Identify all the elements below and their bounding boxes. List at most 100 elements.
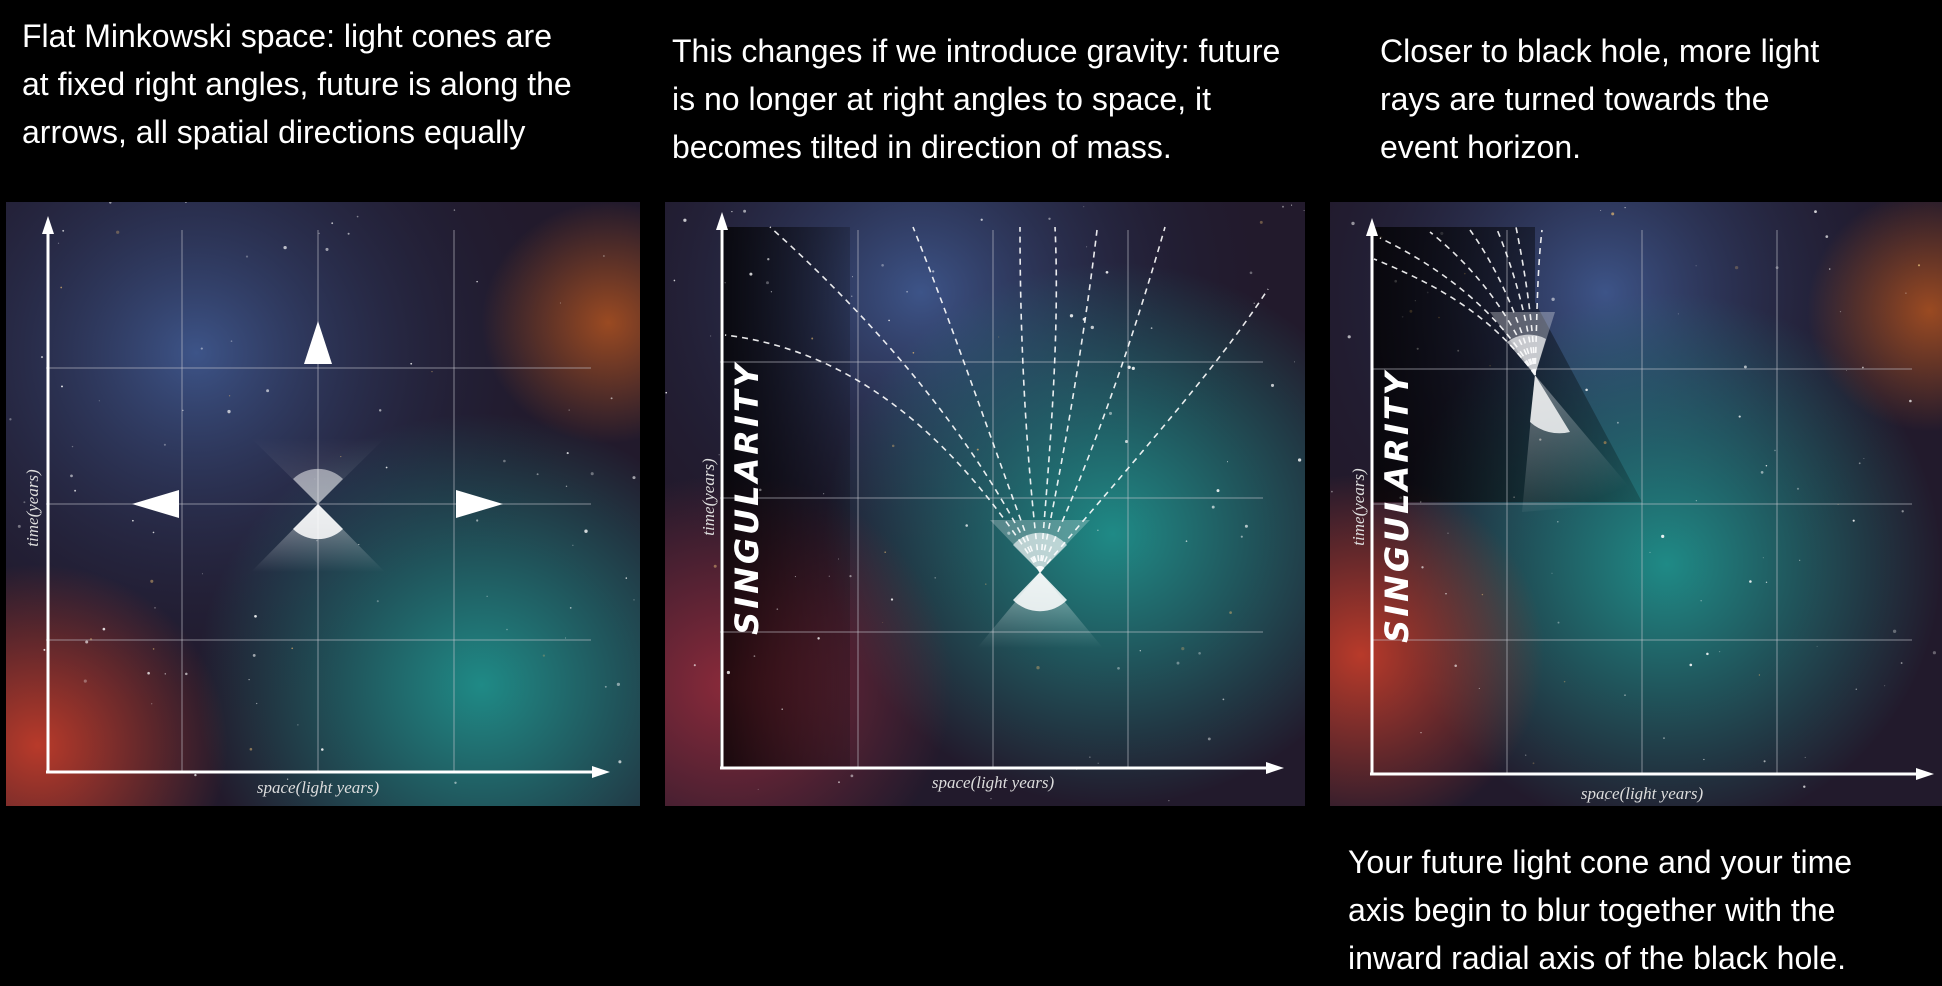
star xyxy=(632,476,636,480)
star xyxy=(201,573,203,575)
arrow-right xyxy=(456,490,503,518)
star xyxy=(9,418,12,421)
star xyxy=(1478,687,1480,689)
star xyxy=(321,748,324,751)
star xyxy=(891,444,895,448)
star xyxy=(1663,737,1665,739)
star xyxy=(230,340,233,342)
star xyxy=(266,389,270,393)
light-rays xyxy=(1373,226,1543,376)
star xyxy=(286,778,289,780)
star xyxy=(851,295,853,297)
star xyxy=(1803,785,1806,788)
star xyxy=(1816,645,1818,647)
star xyxy=(710,335,712,337)
star xyxy=(1227,461,1228,463)
star xyxy=(1036,666,1040,670)
star xyxy=(753,655,756,657)
x-axis-arrowhead xyxy=(1916,768,1934,780)
star xyxy=(1249,271,1253,275)
star xyxy=(385,466,388,469)
star xyxy=(98,400,100,402)
star xyxy=(536,473,539,476)
star xyxy=(376,600,379,603)
star xyxy=(1905,292,1907,294)
star xyxy=(356,215,359,218)
star xyxy=(318,232,320,235)
caption-line: This changes if we introduce gravity: fu… xyxy=(672,33,1281,69)
star xyxy=(1749,580,1752,583)
star xyxy=(74,489,77,492)
star xyxy=(1557,621,1560,624)
y-axis-arrowhead xyxy=(716,212,728,230)
star xyxy=(1762,557,1764,559)
caption-line: rays are turned towards the xyxy=(1380,81,1770,117)
star xyxy=(62,229,65,232)
star xyxy=(1303,210,1305,212)
star xyxy=(1804,756,1806,758)
star xyxy=(147,671,150,675)
star xyxy=(228,395,231,397)
star xyxy=(1828,268,1831,270)
star xyxy=(1604,799,1606,801)
star xyxy=(1760,471,1764,474)
star xyxy=(766,281,769,285)
star xyxy=(1585,388,1588,392)
star xyxy=(431,370,433,373)
star xyxy=(881,264,884,267)
star xyxy=(1734,265,1739,270)
star xyxy=(882,622,884,624)
star xyxy=(1551,572,1553,574)
star xyxy=(838,781,840,784)
panel-1-svg: space(light years) time(years) xyxy=(6,202,640,806)
caption-line: is no longer at right angles to space, i… xyxy=(672,81,1211,117)
star xyxy=(152,648,155,650)
star xyxy=(566,452,569,455)
star xyxy=(1083,206,1085,208)
star xyxy=(743,209,747,213)
star xyxy=(1855,688,1857,690)
star xyxy=(23,501,26,504)
star xyxy=(57,242,60,244)
star xyxy=(1743,365,1747,369)
light-rays xyxy=(724,226,1269,573)
star xyxy=(1703,758,1705,761)
star xyxy=(1270,383,1275,387)
panel-gravity: SINGULARITY space(light years) time(year… xyxy=(665,202,1305,806)
star xyxy=(476,519,479,522)
star xyxy=(164,673,167,675)
star xyxy=(1799,559,1801,561)
star xyxy=(1259,220,1263,224)
star xyxy=(1421,566,1424,569)
caption-line: Your future light cone and your time xyxy=(1348,844,1853,880)
star xyxy=(1551,297,1555,301)
star xyxy=(838,558,839,560)
x-axis-label: space(light years) xyxy=(257,778,380,797)
caption-line: inward radial axis of the black hole. xyxy=(1348,940,1847,976)
singularity-label: SINGULARITY xyxy=(1378,369,1416,643)
star xyxy=(1198,652,1201,655)
star xyxy=(976,448,979,451)
star xyxy=(256,702,258,705)
star xyxy=(934,577,936,579)
star xyxy=(1048,217,1051,220)
star xyxy=(1447,532,1449,534)
star xyxy=(1244,524,1248,528)
star xyxy=(1796,487,1800,490)
star xyxy=(40,356,44,359)
star xyxy=(633,599,635,601)
star xyxy=(618,760,622,764)
star xyxy=(817,637,820,640)
star xyxy=(102,627,106,631)
caption-bottom: Your future light cone and your time axi… xyxy=(1348,838,1852,982)
star xyxy=(1624,206,1626,209)
star xyxy=(985,583,987,585)
star xyxy=(1649,788,1651,791)
star xyxy=(1229,611,1232,614)
star xyxy=(1846,370,1848,372)
caption-panel-3: Closer to black hole, more light rays ar… xyxy=(1380,27,1819,171)
star xyxy=(297,724,299,726)
star xyxy=(60,286,63,289)
star xyxy=(998,336,1000,338)
star xyxy=(890,598,894,601)
